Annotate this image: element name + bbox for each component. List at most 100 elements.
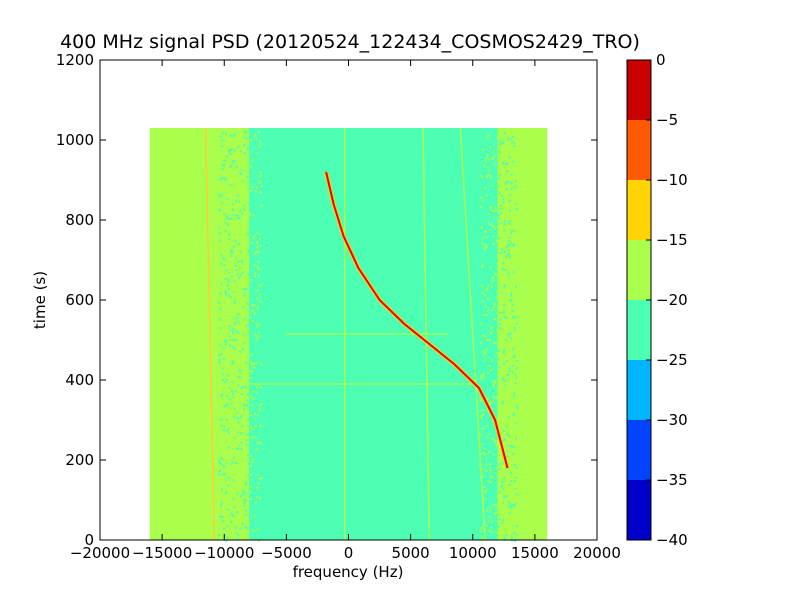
noise-speck <box>232 461 235 464</box>
noise-speck <box>232 396 235 399</box>
noise-speck <box>235 462 238 465</box>
noise-speck <box>489 481 492 484</box>
noise-speck <box>234 159 237 162</box>
noise-speck <box>486 155 489 158</box>
noise-speck <box>496 330 499 333</box>
noise-speck <box>241 180 244 183</box>
noise-speck <box>488 466 491 469</box>
noise-speck <box>250 139 253 142</box>
x-tick-label: −10000 <box>194 544 254 562</box>
noise-speck <box>482 409 485 412</box>
noise-speck <box>230 513 233 516</box>
noise-speck <box>224 222 227 225</box>
noise-speck <box>516 407 519 410</box>
noise-speck <box>255 297 258 300</box>
noise-speck <box>255 322 258 325</box>
noise-speck <box>241 347 244 350</box>
noise-speck <box>222 516 225 519</box>
noise-speck <box>485 245 488 248</box>
noise-speck <box>235 257 238 260</box>
constant-frequency-line <box>204 127 216 541</box>
noise-speck <box>257 274 260 277</box>
noise-speck <box>237 260 240 263</box>
noise-speck <box>227 278 230 281</box>
noise-speck <box>237 194 240 197</box>
noise-speck <box>233 407 236 410</box>
noise-speck <box>491 286 494 289</box>
noise-speck <box>219 307 222 310</box>
noise-speck <box>226 429 229 432</box>
noise-speck <box>514 179 517 182</box>
noise-speck <box>248 451 251 454</box>
noise-speck <box>230 275 233 278</box>
noise-speck <box>504 384 507 387</box>
noise-speck <box>481 334 484 337</box>
noise-speck <box>515 466 518 469</box>
noise-speck <box>506 162 509 165</box>
noise-speck <box>256 232 259 235</box>
noise-speck <box>512 412 515 415</box>
noise-speck <box>230 520 233 523</box>
noise-speck <box>251 370 254 373</box>
y-tick-label: 1000 <box>56 131 94 149</box>
noise-speck <box>243 294 246 297</box>
noise-speck <box>227 427 230 430</box>
noise-speck <box>245 175 248 178</box>
noise-speck <box>238 200 241 203</box>
noise-speck <box>258 268 261 271</box>
noise-speck <box>482 373 485 376</box>
colorbar-tick-label: −30 <box>656 411 688 429</box>
noise-speck <box>497 213 500 216</box>
noise-speck <box>489 266 492 269</box>
noise-speck <box>228 218 231 221</box>
noise-speck <box>497 501 500 504</box>
noise-speck <box>260 185 263 188</box>
noise-speck <box>487 212 490 215</box>
noise-speck <box>224 178 227 181</box>
noise-speck <box>498 150 501 153</box>
y-tick-label: 800 <box>65 211 94 229</box>
noise-speck <box>239 274 242 277</box>
noise-speck <box>501 522 504 525</box>
noise-speck <box>222 176 225 179</box>
noise-speck <box>230 338 233 341</box>
noise-speck <box>249 316 252 319</box>
noise-speck <box>495 312 498 315</box>
noise-speck <box>250 464 253 467</box>
noise-speck <box>260 362 263 365</box>
noise-speck <box>239 150 242 153</box>
y-tick-label: 600 <box>65 291 94 309</box>
noise-speck <box>255 152 258 155</box>
noise-speck <box>507 222 510 225</box>
noise-speck <box>515 376 518 379</box>
noise-speck <box>226 395 229 398</box>
noise-speck <box>486 153 489 156</box>
noise-speck <box>499 311 502 314</box>
noise-speck <box>501 501 504 504</box>
noise-speck <box>242 489 245 492</box>
noise-speck <box>480 415 483 418</box>
noise-speck <box>501 248 504 251</box>
noise-speck <box>481 536 484 539</box>
noise-speck <box>220 283 223 286</box>
noise-speck <box>245 404 248 407</box>
noise-speck <box>256 246 259 249</box>
noise-speck <box>510 182 513 185</box>
noise-speck <box>226 509 229 512</box>
noise-speck <box>507 444 510 447</box>
noise-speck <box>504 284 507 287</box>
noise-speck <box>484 335 487 338</box>
noise-speck <box>246 232 249 235</box>
noise-speck <box>488 158 491 161</box>
noise-speck <box>508 370 511 373</box>
noise-speck <box>515 185 518 188</box>
noise-speck <box>507 434 510 437</box>
noise-speck <box>489 475 492 478</box>
noise-speck <box>507 483 510 486</box>
noise-speck <box>488 516 491 519</box>
noise-speck <box>233 298 236 301</box>
noise-speck <box>512 356 515 359</box>
noise-speck <box>240 441 243 444</box>
noise-speck <box>251 158 254 161</box>
noise-speck <box>259 182 262 185</box>
